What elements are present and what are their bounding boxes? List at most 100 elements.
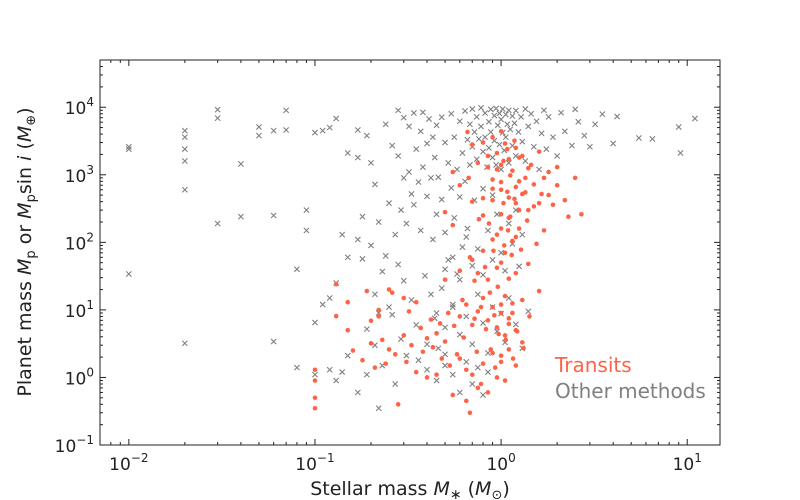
data-point-other <box>493 211 500 218</box>
data-point-other <box>386 200 393 207</box>
data-point-other <box>413 321 420 328</box>
data-point-transit <box>520 191 525 197</box>
data-point-other <box>344 352 351 359</box>
x-tick-label: 100 <box>486 451 515 475</box>
data-point-other <box>677 150 684 156</box>
data-point-other <box>484 369 491 376</box>
data-point-other <box>504 121 511 128</box>
data-point-other <box>480 319 487 326</box>
y-axis-ticks: 10−1 100 101 102 103 104 <box>55 59 720 457</box>
data-point-transit <box>516 179 522 184</box>
data-point-other <box>442 229 449 236</box>
data-point-other <box>572 106 579 113</box>
data-point-transit <box>502 333 508 338</box>
data-point-other <box>424 193 431 200</box>
data-point-other <box>518 113 525 120</box>
data-point-other <box>691 115 698 122</box>
data-point-other <box>445 159 452 166</box>
data-point-transit <box>494 265 500 271</box>
data-point-transit <box>413 299 419 305</box>
data-point-transit <box>518 247 524 252</box>
data-point-transit <box>487 290 493 295</box>
data-point-other <box>558 109 565 116</box>
data-point-other <box>415 179 422 186</box>
data-point-other <box>125 146 132 153</box>
data-point-other <box>433 309 440 316</box>
data-point-transit <box>451 323 457 329</box>
data-point-transit <box>516 226 522 231</box>
data-point-other <box>536 166 543 173</box>
data-point-transit <box>520 297 525 303</box>
data-point-other <box>344 254 351 261</box>
data-point-other <box>442 324 449 331</box>
data-point-other <box>375 219 382 225</box>
data-point-transit <box>531 182 537 187</box>
data-point-other <box>431 154 438 161</box>
data-point-other <box>419 164 426 171</box>
data-point-other <box>417 227 424 234</box>
data-point-transit <box>463 367 469 373</box>
data-point-other <box>586 143 593 150</box>
data-point-transit <box>364 288 370 294</box>
data-point-transit <box>450 392 456 398</box>
data-point-transit <box>525 261 531 267</box>
data-point-other <box>540 107 547 114</box>
data-point-transit <box>510 301 515 306</box>
data-point-other <box>283 127 290 133</box>
data-point-other <box>438 114 445 121</box>
data-point-transit <box>494 150 500 156</box>
data-point-other <box>449 371 456 378</box>
data-point-other <box>359 213 366 220</box>
data-point-other <box>333 377 340 384</box>
data-point-transit <box>502 250 508 256</box>
data-point-other <box>433 122 440 129</box>
data-point-other <box>474 291 481 298</box>
data-point-transit <box>490 134 495 140</box>
data-point-other <box>237 160 244 167</box>
data-point-other <box>614 113 621 120</box>
data-point-transit <box>520 340 525 345</box>
data-point-transit <box>474 349 480 355</box>
data-point-transit <box>525 165 531 171</box>
data-point-other <box>480 148 487 155</box>
data-point-other <box>509 113 516 120</box>
data-point-transit <box>312 395 318 401</box>
data-point-other <box>382 121 389 128</box>
data-point-transit <box>492 365 498 370</box>
data-point-other <box>326 366 333 373</box>
data-point-transit <box>406 309 412 314</box>
data-point-transit <box>541 228 547 233</box>
data-point-other <box>463 313 470 320</box>
data-point-other <box>512 107 519 114</box>
data-point-other <box>181 134 188 141</box>
data-point-other <box>475 135 482 142</box>
data-point-other <box>424 341 431 348</box>
data-point-other <box>389 142 396 149</box>
data-point-transit <box>505 146 510 152</box>
data-point-other <box>438 196 445 203</box>
data-point-transit <box>482 264 488 270</box>
data-point-other <box>471 128 478 135</box>
data-point-other <box>456 276 463 283</box>
data-point-other <box>487 106 494 113</box>
data-point-other <box>482 110 489 117</box>
data-point-transit <box>392 352 398 357</box>
data-point-other <box>429 134 436 141</box>
data-point-transit <box>472 316 477 322</box>
data-point-transit <box>501 200 506 206</box>
data-point-transit <box>312 405 318 411</box>
data-point-other <box>464 136 471 143</box>
data-point-transit <box>523 175 528 181</box>
data-point-transit <box>478 381 484 387</box>
data-point-transit <box>469 199 475 204</box>
data-point-transit <box>480 295 486 301</box>
data-point-transit <box>485 153 491 159</box>
data-point-other <box>568 142 575 149</box>
data-point-transit <box>461 335 467 340</box>
data-point-other <box>459 150 466 156</box>
data-point-other <box>442 351 449 358</box>
data-point-other <box>493 161 500 168</box>
data-point-other <box>363 326 370 333</box>
data-point-other <box>339 369 346 376</box>
data-point-other <box>421 272 428 279</box>
